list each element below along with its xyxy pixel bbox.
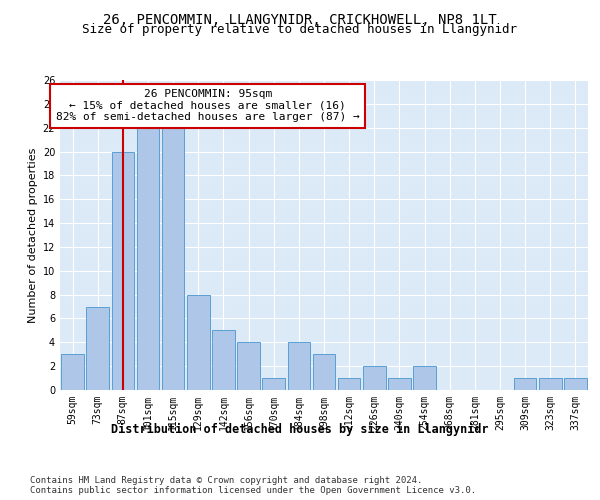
Text: 26, PENCOMMIN, LLANGYNIDR, CRICKHOWELL, NP8 1LT: 26, PENCOMMIN, LLANGYNIDR, CRICKHOWELL, … xyxy=(103,12,497,26)
Text: 26 PENCOMMIN: 95sqm
← 15% of detached houses are smaller (16)
82% of semi-detach: 26 PENCOMMIN: 95sqm ← 15% of detached ho… xyxy=(56,90,360,122)
Text: Contains HM Land Registry data © Crown copyright and database right 2024.
Contai: Contains HM Land Registry data © Crown c… xyxy=(30,476,476,495)
Bar xyxy=(86,306,109,390)
Bar xyxy=(237,342,260,390)
Bar xyxy=(137,128,160,390)
Bar xyxy=(539,378,562,390)
Bar xyxy=(514,378,536,390)
Bar xyxy=(564,378,587,390)
Bar xyxy=(313,354,335,390)
Bar xyxy=(162,128,184,390)
Bar xyxy=(112,152,134,390)
Y-axis label: Number of detached properties: Number of detached properties xyxy=(28,148,38,322)
Bar xyxy=(287,342,310,390)
Text: Distribution of detached houses by size in Llangynidr: Distribution of detached houses by size … xyxy=(111,422,489,436)
Bar xyxy=(61,354,84,390)
Bar xyxy=(363,366,386,390)
Bar xyxy=(212,330,235,390)
Bar xyxy=(187,294,209,390)
Bar xyxy=(338,378,361,390)
Bar xyxy=(262,378,285,390)
Bar xyxy=(388,378,411,390)
Bar xyxy=(413,366,436,390)
Text: Size of property relative to detached houses in Llangynidr: Size of property relative to detached ho… xyxy=(83,24,517,36)
